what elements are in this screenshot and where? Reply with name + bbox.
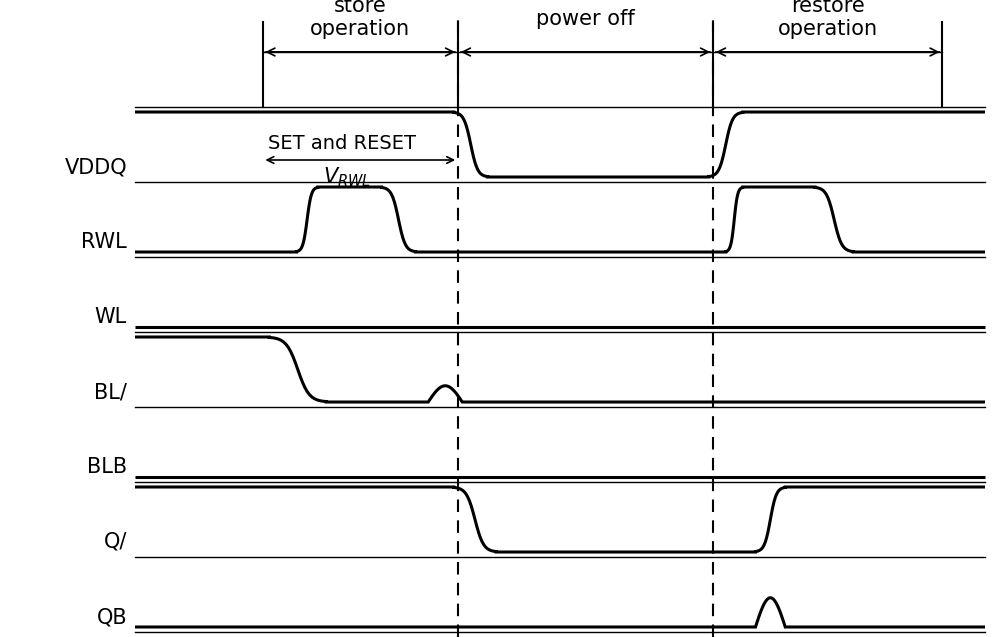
Text: QB: QB bbox=[96, 607, 127, 627]
Text: Q/: Q/ bbox=[104, 532, 127, 552]
Text: VDDQ: VDDQ bbox=[64, 157, 127, 177]
Text: $V_{RWL}$: $V_{RWL}$ bbox=[323, 166, 372, 189]
Text: power off: power off bbox=[536, 9, 635, 29]
Text: SET and RESET: SET and RESET bbox=[268, 134, 416, 153]
Text: BLB: BLB bbox=[87, 457, 127, 477]
Text: store
operation: store operation bbox=[310, 0, 410, 39]
Text: RWL: RWL bbox=[81, 232, 127, 252]
Text: WL: WL bbox=[95, 307, 127, 327]
Text: restore
operation: restore operation bbox=[778, 0, 878, 39]
Text: BL/: BL/ bbox=[94, 382, 127, 402]
